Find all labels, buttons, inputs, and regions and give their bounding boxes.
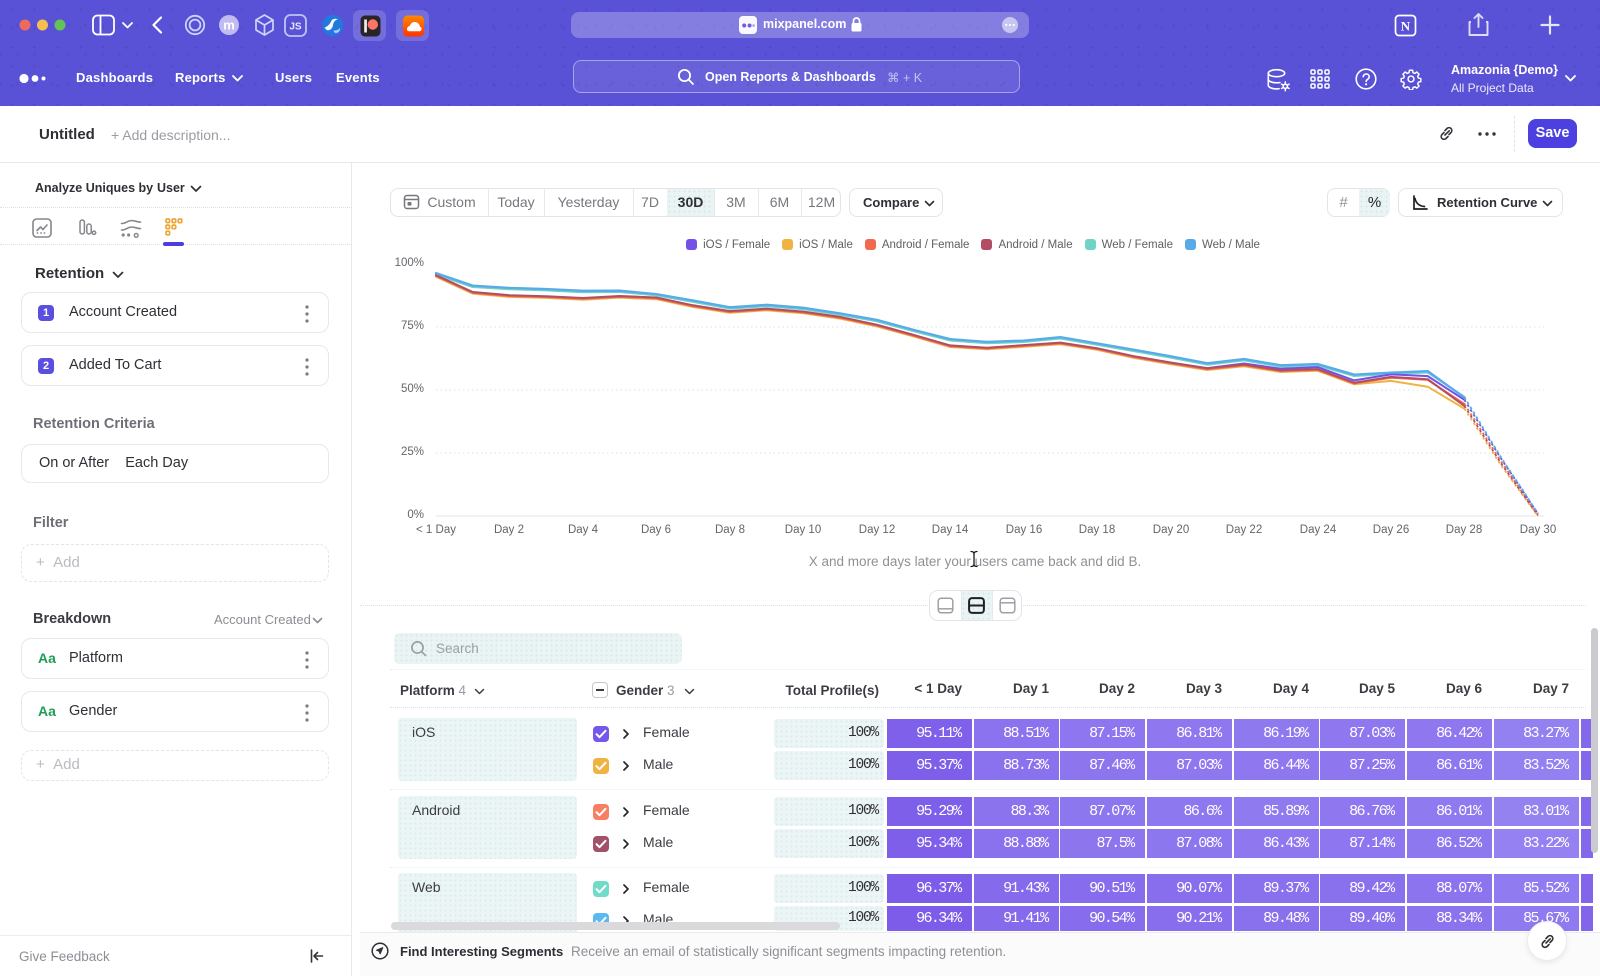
svg-text:m: m bbox=[223, 18, 235, 33]
svg-text:JS: JS bbox=[289, 22, 302, 33]
svg-text:N: N bbox=[1401, 19, 1411, 34]
